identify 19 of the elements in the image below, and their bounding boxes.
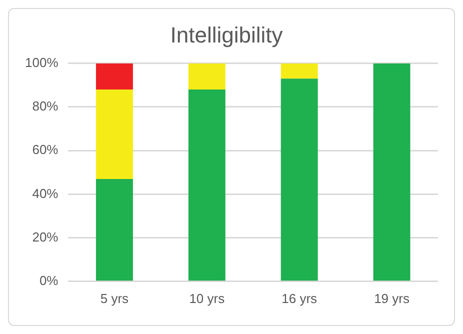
y-tick-label: 0% <box>39 272 59 288</box>
bar <box>188 63 226 90</box>
bar <box>280 63 318 79</box>
x-tick-label: 5 yrs <box>100 290 130 306</box>
bar <box>96 178 133 281</box>
y-tick-label: 100% <box>25 54 59 70</box>
bar <box>373 63 410 281</box>
chart-title: Intelligibility <box>170 22 283 48</box>
y-tick-label: 20% <box>32 229 59 244</box>
bar <box>188 90 226 281</box>
x-tick-label: 16 yrs <box>282 290 318 306</box>
y-tick-label: 60% <box>32 142 59 158</box>
bar <box>96 63 133 90</box>
x-tick-label: 10 yrs <box>189 290 226 306</box>
bar <box>280 78 318 281</box>
bar <box>96 90 133 179</box>
x-tick-label: 19 yrs <box>374 290 410 306</box>
y-tick-label: 40% <box>32 186 59 201</box>
y-tick-label: 80% <box>32 98 59 114</box>
